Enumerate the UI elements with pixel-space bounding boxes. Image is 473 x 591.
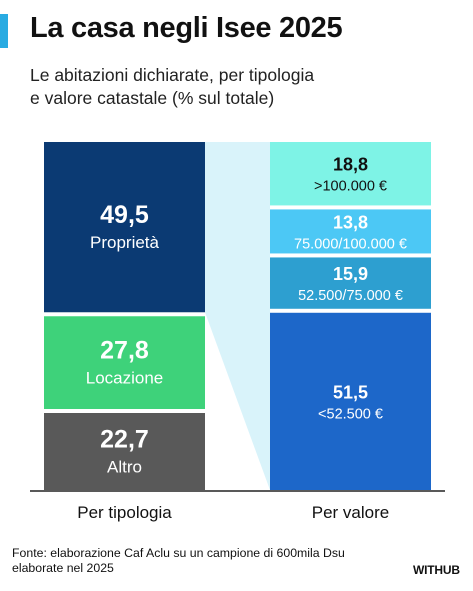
category-label-per-valore: Per valore (312, 503, 389, 522)
segment-altro-value: 22,7 (100, 426, 149, 454)
segment-75-000-100-000-rect (270, 209, 431, 254)
segment-52-500-value: 51,5 (333, 382, 368, 402)
segment-propriet-value: 49,5 (100, 201, 149, 229)
subtitle-line-2: e valore catastale (% sul totale) (30, 88, 275, 108)
title-accent-bar (0, 14, 8, 48)
segment-locazione-value: 27,8 (100, 337, 149, 365)
segment-locazione-label: Locazione (86, 369, 164, 388)
source-note: Fonte: elaborazione Caf Aclu su un campi… (12, 546, 392, 576)
chart-subtitle: Le abitazioni dichiarate, per tipologia … (30, 64, 450, 110)
segment-altro-rect (44, 413, 205, 490)
segment-100-000-rect (270, 142, 431, 206)
source-line-1: Fonte: elaborazione Caf Aclu su un campi… (12, 546, 345, 560)
connector-wedge (205, 142, 270, 490)
subtitle-line-1: Le abitazioni dichiarate, per tipologia (30, 65, 315, 85)
chart-title: La casa negli Isee 2025 (30, 12, 343, 44)
segment-100-000-value: 18,8 (333, 155, 368, 175)
segment-locazione-rect (44, 316, 205, 410)
segment-propriet-rect (44, 142, 205, 313)
segment-52-500-75-000-rect (270, 257, 431, 309)
segment-52-500-rect (270, 312, 431, 490)
segment-75-000-100-000-label: 75.000/100.000 € (294, 236, 407, 252)
segment-52-500-75-000-label: 52.500/75.000 € (298, 288, 403, 304)
segment-100-000-label: >100.000 € (314, 179, 387, 195)
category-label-per-tipologia: Per tipologia (77, 503, 172, 522)
segment-52-500-label: <52.500 € (318, 406, 383, 422)
segment-75-000-100-000-value: 13,8 (333, 212, 368, 232)
withub-logo: WITHUB (413, 563, 460, 577)
segment-propriet-label: Proprietà (90, 233, 160, 252)
segment-52-500-75-000-value: 15,9 (333, 264, 368, 284)
segment-altro-label: Altro (107, 458, 142, 477)
source-line-2: elaborate nel 2025 (12, 561, 114, 575)
